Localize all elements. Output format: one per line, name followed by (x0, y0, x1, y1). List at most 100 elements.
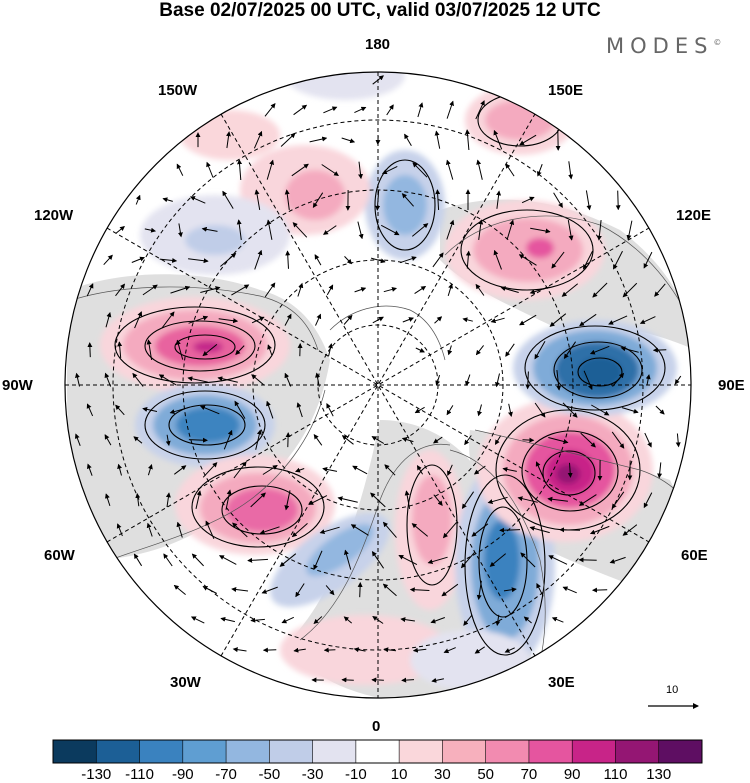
wind-arrow (494, 435, 502, 446)
wind-arrow (284, 490, 291, 511)
wind-arrow (201, 226, 218, 232)
wind-arrow (611, 431, 625, 449)
brand-logo: MODES© (606, 34, 721, 58)
wind-arrow (477, 404, 483, 417)
wind-arrow (462, 317, 473, 323)
wind-arrow (293, 104, 308, 116)
wind-arrow (354, 106, 367, 114)
colorbar-swatch (528, 740, 573, 763)
colorbar-swatch (182, 740, 227, 763)
wind-arrow (398, 554, 418, 566)
wind-arrow (254, 249, 263, 270)
wind-arrow (529, 526, 550, 534)
wind-arrow (280, 132, 296, 147)
wind-arrow (562, 586, 577, 594)
wind-arrow (460, 552, 475, 569)
wind-arrow (579, 313, 597, 327)
wind-arrow (463, 614, 473, 626)
wind-arrow (372, 316, 384, 324)
wind-arrow (255, 429, 262, 450)
wind-arrow (535, 461, 545, 479)
wind-arrow (314, 254, 322, 266)
wind-arrow (291, 523, 308, 538)
wind-arrow (434, 316, 443, 324)
wind-arrow (495, 373, 500, 388)
wind-arrow (142, 284, 158, 296)
wind-arrow (86, 403, 94, 417)
wind-arrow (223, 429, 233, 450)
wind-arrow (611, 491, 625, 509)
colorbar-label: 50 (477, 766, 494, 783)
wind-arrow (205, 520, 215, 540)
wind-arrow (354, 287, 367, 293)
wind-arrow (580, 432, 596, 448)
wind-arrow (431, 677, 444, 683)
wind-arrow (585, 190, 592, 211)
colorbar-swatch (312, 740, 357, 763)
wind-arrow (162, 197, 173, 203)
wind-arrow (652, 347, 667, 353)
colorbar-label: 10 (390, 766, 408, 783)
wind-arrow (465, 250, 471, 269)
wind-arrow (323, 106, 338, 114)
wind-arrow (232, 647, 247, 653)
wind-arrow (75, 372, 80, 387)
wind-arrow (559, 527, 581, 533)
wind-arrow (417, 102, 424, 118)
wind-arrow (465, 374, 471, 387)
wind-arrow (441, 583, 459, 597)
wind-arrow (296, 402, 303, 418)
wind-arrow (411, 223, 429, 237)
wind-arrow (312, 192, 324, 209)
wind-arrow (562, 402, 578, 418)
wind-arrow (475, 345, 484, 356)
wind-arrow (401, 677, 415, 683)
chart-title: Base 02/07/2025 00 UTC, valid 03/07/2025… (159, 0, 601, 21)
wind-arrow (551, 617, 564, 623)
wind-arrow (517, 496, 538, 503)
colorbar-swatch (615, 740, 660, 763)
colorbar-swatch (355, 740, 400, 763)
wind-arrow (234, 400, 246, 419)
wind-arrow (115, 404, 125, 416)
wind-arrow (341, 435, 354, 445)
wind-arrow (231, 587, 249, 592)
wind-arrow (261, 586, 278, 594)
wind-arrow (530, 227, 551, 234)
wind-arrow (473, 465, 486, 475)
wind-arrow (173, 584, 186, 595)
wind-arrow (549, 313, 567, 327)
wind-arrow (144, 227, 157, 233)
wind-arrow (416, 464, 424, 475)
wind-arrow (87, 342, 93, 358)
wind-arrow (218, 555, 237, 565)
colorbar-label: 130 (646, 766, 672, 783)
wind-arrow (147, 464, 153, 476)
wind-arrow (325, 585, 335, 596)
wind-arrow (412, 647, 427, 653)
wind-arrow (521, 196, 535, 204)
wind-arrow (404, 490, 411, 509)
wind-arrow (644, 432, 652, 448)
wind-arrow (596, 220, 602, 241)
wind-arrow (146, 522, 153, 537)
lon-label-180: 180 (365, 36, 391, 53)
wind-arrow (401, 437, 414, 443)
wind-arrow (461, 491, 475, 509)
wind-arrow (195, 490, 202, 510)
lon-label-60E: 60E (681, 547, 708, 564)
wind-arrow (583, 250, 593, 270)
wind-arrow (104, 372, 112, 387)
wind-arrow (427, 556, 448, 565)
wind-arrow (358, 161, 363, 180)
wind-arrow (225, 489, 232, 510)
colorbar-label: -110 (125, 766, 154, 783)
wind-arrow (433, 436, 443, 444)
wind-arrow (493, 249, 502, 270)
wind-arrow (505, 163, 515, 177)
wind-arrow (218, 318, 239, 324)
wind-arrow (525, 371, 531, 390)
colorbar-label: -90 (171, 766, 194, 783)
wind-arrow (536, 582, 544, 597)
wind-arrow (313, 434, 323, 446)
